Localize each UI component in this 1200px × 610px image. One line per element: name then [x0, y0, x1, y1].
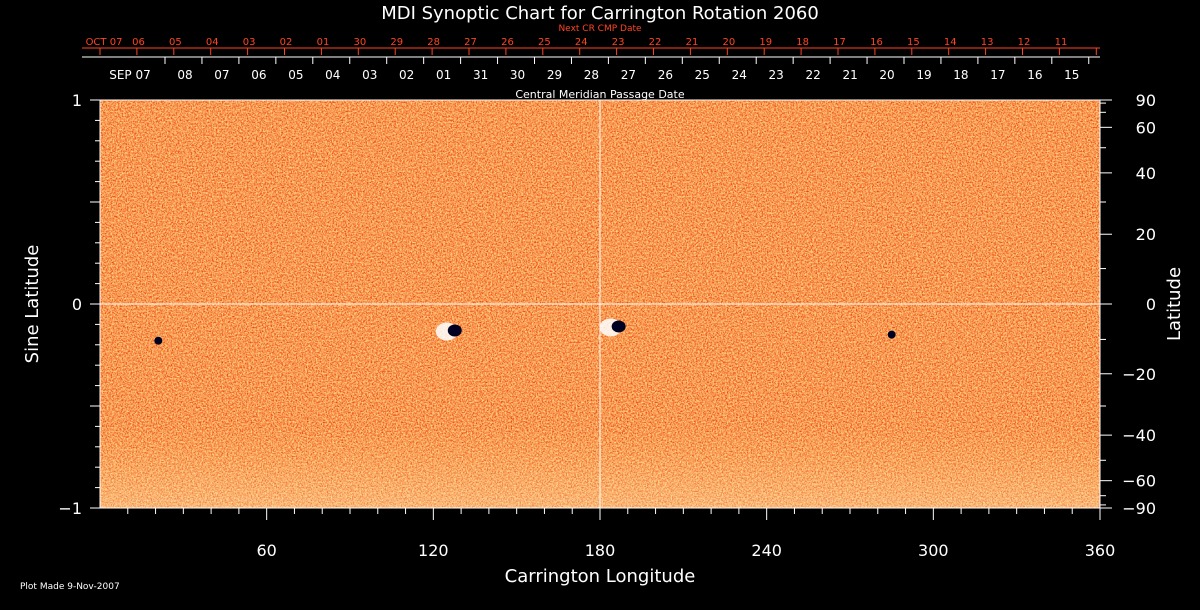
next-cr-date-label: 15	[907, 37, 920, 48]
y-left-tick-label: 1	[72, 91, 82, 110]
cmp-date-label: 05	[288, 68, 303, 82]
next-cr-date-label: 14	[944, 37, 957, 48]
x-tick-label: 60	[256, 541, 276, 560]
next-cr-date-label: 24	[575, 37, 588, 48]
next-cr-date-label: 20	[722, 37, 735, 48]
negative-polarity	[611, 320, 626, 333]
next-cr-date-label: 02	[280, 37, 293, 48]
small-spot	[154, 336, 163, 345]
cmp-date-label: 01	[436, 68, 451, 82]
cmp-date-label: 22	[806, 68, 821, 82]
next-cr-date-label: 12	[1018, 37, 1031, 48]
x-tick-label: 180	[585, 541, 616, 560]
cmp-date-label: 17	[990, 68, 1005, 82]
cmp-date-label: 25	[695, 68, 710, 82]
cmp-date-label: 07	[214, 68, 229, 82]
next-cr-date-label: 06	[132, 37, 145, 48]
y-right-tick-label: −20	[1122, 365, 1156, 384]
cmp-date-label: 20	[879, 68, 894, 82]
y-right-tick-label: −90	[1122, 499, 1156, 518]
y-axis-label-right: Latitude	[1164, 267, 1185, 341]
spot-core	[154, 336, 163, 345]
cmp-date-label: 02	[399, 68, 414, 82]
cmp-date-label: 26	[658, 68, 673, 82]
next-cr-date-label: 01	[317, 37, 330, 48]
y-axis-right: 90 60 40 20 0 −20 −40 −60 −90	[1100, 91, 1156, 518]
top-date-axes: OCT 07 06 05 04 03 02 01 30 29 28 27 26 25 24 23 22 21 20…	[82, 37, 1100, 82]
x-axis-label: Carrington Longitude	[505, 566, 696, 587]
y-left-tick-label: 0	[72, 295, 82, 314]
cmp-date-label: 15	[1064, 68, 1079, 82]
next-cr-date-label: 13	[981, 37, 994, 48]
negative-polarity	[447, 324, 462, 337]
y-right-tick-label: 20	[1136, 225, 1156, 244]
next-cr-date-label: 18	[796, 37, 809, 48]
cmp-date-label: 08	[177, 68, 192, 82]
next-cr-date-label: 23	[612, 37, 625, 48]
cmp-date-label: 21	[842, 68, 857, 82]
cmp-date-label: 23	[769, 68, 784, 82]
next-cr-date-label: 29	[390, 37, 403, 48]
top-axis-label: Central Meridian Passage Date	[515, 88, 684, 101]
grid-lines	[100, 100, 1100, 508]
next-cr-date-label: 11	[1055, 37, 1068, 48]
y-right-tick-label: 60	[1136, 118, 1156, 137]
cmp-date-label: 31	[473, 68, 488, 82]
cmp-date-label: 19	[916, 68, 931, 82]
active-regions	[154, 318, 896, 345]
x-tick-label: 120	[418, 541, 449, 560]
next-cr-date-label: 25	[538, 37, 551, 48]
y-right-tick-label: 90	[1136, 91, 1156, 110]
next-cr-date-label: 03	[243, 37, 256, 48]
plot-made-label: Plot Made 9-Nov-2007	[20, 582, 120, 592]
next-cr-date-label: 27	[464, 37, 477, 48]
cmp-date-label: 16	[1027, 68, 1042, 82]
y-left-tick-label: −1	[58, 499, 82, 518]
next-cr-date-label: 21	[686, 37, 699, 48]
next-cr-label: Next CR CMP Date	[558, 24, 642, 34]
next-cr-date-label: 19	[759, 37, 772, 48]
cmp-date-label: 29	[547, 68, 562, 82]
next-cr-date-label: OCT 07	[86, 37, 123, 48]
y-axis-label-left: Sine Latitude	[22, 245, 43, 364]
next-cr-date-label: 26	[501, 37, 514, 48]
next-cr-date-label: 04	[206, 37, 219, 48]
next-cr-date-label: 16	[870, 37, 883, 48]
cmp-date-label: SEP 07	[109, 68, 151, 82]
small-spot	[887, 330, 896, 339]
cmp-date-label: 24	[732, 68, 747, 82]
cmp-date-label: 04	[325, 68, 340, 82]
next-cr-date-label: 17	[833, 37, 846, 48]
cmp-date-label: 18	[953, 68, 968, 82]
chart-title: MDI Synoptic Chart for Carrington Rotati…	[381, 3, 819, 24]
cmp-date-label: 27	[621, 68, 636, 82]
y-right-tick-label: −60	[1122, 472, 1156, 491]
next-cr-date-label: 22	[649, 37, 662, 48]
bipolar-region	[435, 322, 462, 341]
x-axis: 60 120 180 240 300 360	[127, 508, 1116, 560]
next-cr-date-label: 28	[427, 37, 440, 48]
x-tick-label: 240	[751, 541, 782, 560]
cmp-date-label: 30	[510, 68, 525, 82]
x-tick-label: 300	[918, 541, 949, 560]
x-tick-label: 360	[1085, 541, 1116, 560]
cmp-date-label: 28	[584, 68, 599, 82]
next-cr-date-label: 05	[169, 37, 182, 48]
y-right-tick-label: −40	[1122, 426, 1156, 445]
bipolar-region	[599, 318, 626, 337]
cmp-date-label: 06	[251, 68, 266, 82]
y-right-tick-label: 40	[1136, 164, 1156, 183]
spot-core	[887, 330, 896, 339]
y-axis-left: 1 0 −1	[58, 91, 100, 518]
y-right-tick-label: 0	[1146, 295, 1156, 314]
next-cr-date-label: 30	[353, 37, 366, 48]
cmp-date-label: 03	[362, 68, 377, 82]
